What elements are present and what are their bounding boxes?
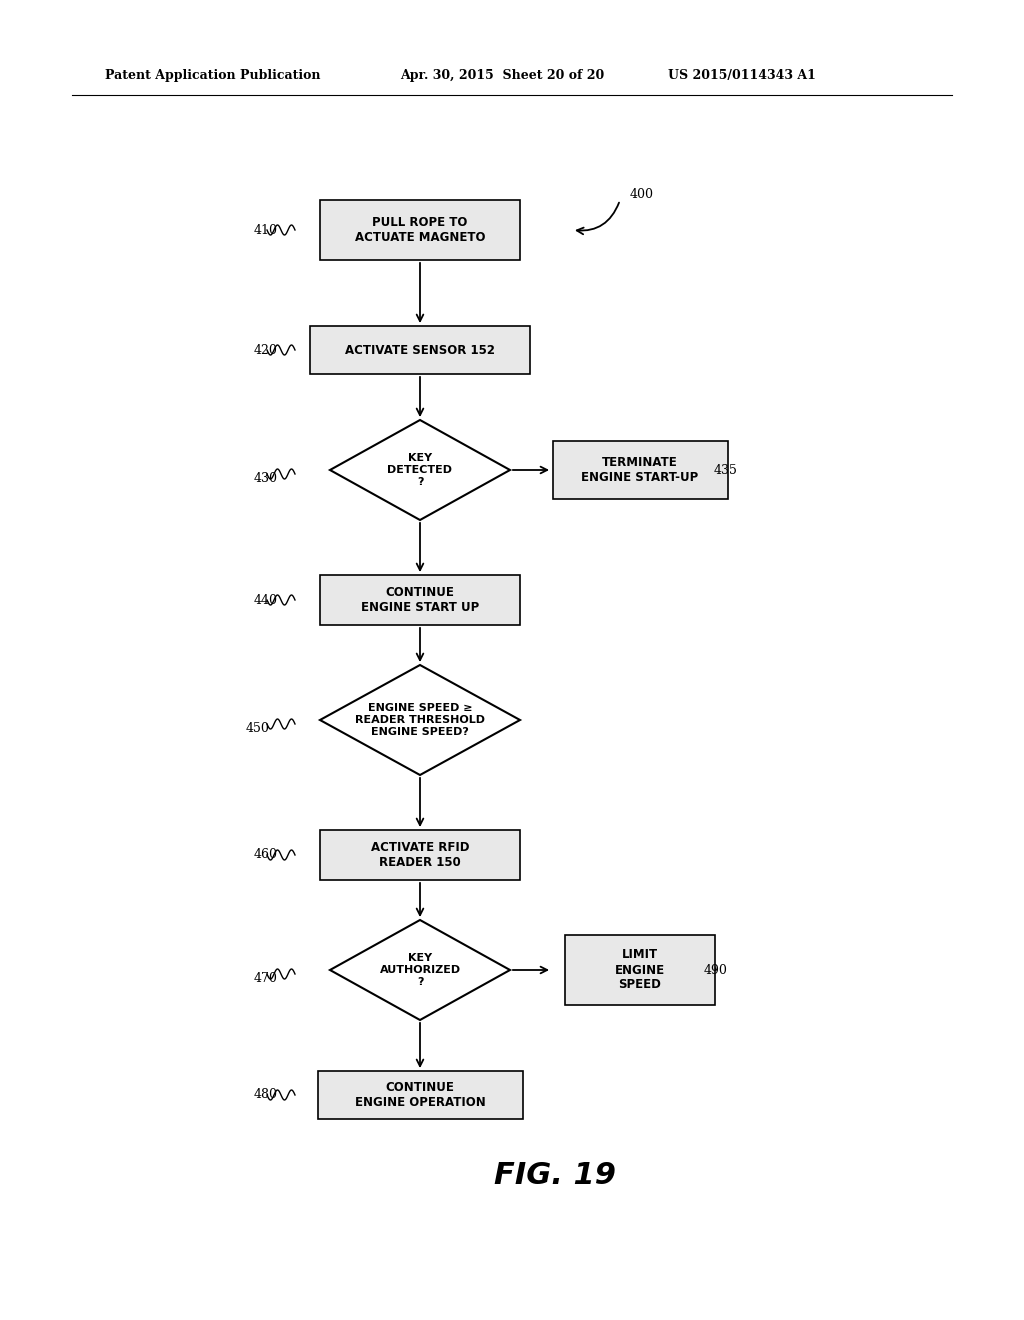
Text: PULL ROPE TO
ACTUATE MAGNETO: PULL ROPE TO ACTUATE MAGNETO xyxy=(354,216,485,244)
Text: 400: 400 xyxy=(630,189,654,202)
Polygon shape xyxy=(319,665,520,775)
Text: 450: 450 xyxy=(246,722,270,734)
Text: 435: 435 xyxy=(714,463,738,477)
Text: 470: 470 xyxy=(254,972,278,985)
FancyBboxPatch shape xyxy=(319,576,520,624)
Text: LIMIT
ENGINE
SPEED: LIMIT ENGINE SPEED xyxy=(615,949,665,991)
Text: Patent Application Publication: Patent Application Publication xyxy=(105,69,321,82)
Text: 410: 410 xyxy=(254,223,278,236)
Text: Apr. 30, 2015  Sheet 20 of 20: Apr. 30, 2015 Sheet 20 of 20 xyxy=(400,69,604,82)
Text: ENGINE SPEED ≥
READER THRESHOLD
ENGINE SPEED?: ENGINE SPEED ≥ READER THRESHOLD ENGINE S… xyxy=(355,704,485,737)
Text: FIG. 19: FIG. 19 xyxy=(494,1160,616,1189)
Text: 430: 430 xyxy=(254,471,278,484)
FancyBboxPatch shape xyxy=(310,326,530,374)
Text: KEY
DETECTED
?: KEY DETECTED ? xyxy=(387,453,453,487)
Text: KEY
AUTHORIZED
?: KEY AUTHORIZED ? xyxy=(380,953,461,986)
Text: ACTIVATE RFID
READER 150: ACTIVATE RFID READER 150 xyxy=(371,841,469,869)
Text: 420: 420 xyxy=(254,343,278,356)
Text: TERMINATE
ENGINE START-UP: TERMINATE ENGINE START-UP xyxy=(582,455,698,484)
Text: ACTIVATE SENSOR 152: ACTIVATE SENSOR 152 xyxy=(345,343,495,356)
Text: US 2015/0114343 A1: US 2015/0114343 A1 xyxy=(668,69,816,82)
Text: 460: 460 xyxy=(254,849,278,862)
Text: 440: 440 xyxy=(254,594,278,606)
Text: 490: 490 xyxy=(705,964,728,977)
Text: CONTINUE
ENGINE START UP: CONTINUE ENGINE START UP xyxy=(360,586,479,614)
Text: CONTINUE
ENGINE OPERATION: CONTINUE ENGINE OPERATION xyxy=(354,1081,485,1109)
FancyBboxPatch shape xyxy=(553,441,727,499)
Polygon shape xyxy=(330,920,510,1020)
FancyBboxPatch shape xyxy=(319,830,520,880)
Polygon shape xyxy=(330,420,510,520)
FancyBboxPatch shape xyxy=(317,1071,522,1119)
Text: 480: 480 xyxy=(254,1089,278,1101)
FancyBboxPatch shape xyxy=(565,935,715,1005)
FancyBboxPatch shape xyxy=(319,201,520,260)
